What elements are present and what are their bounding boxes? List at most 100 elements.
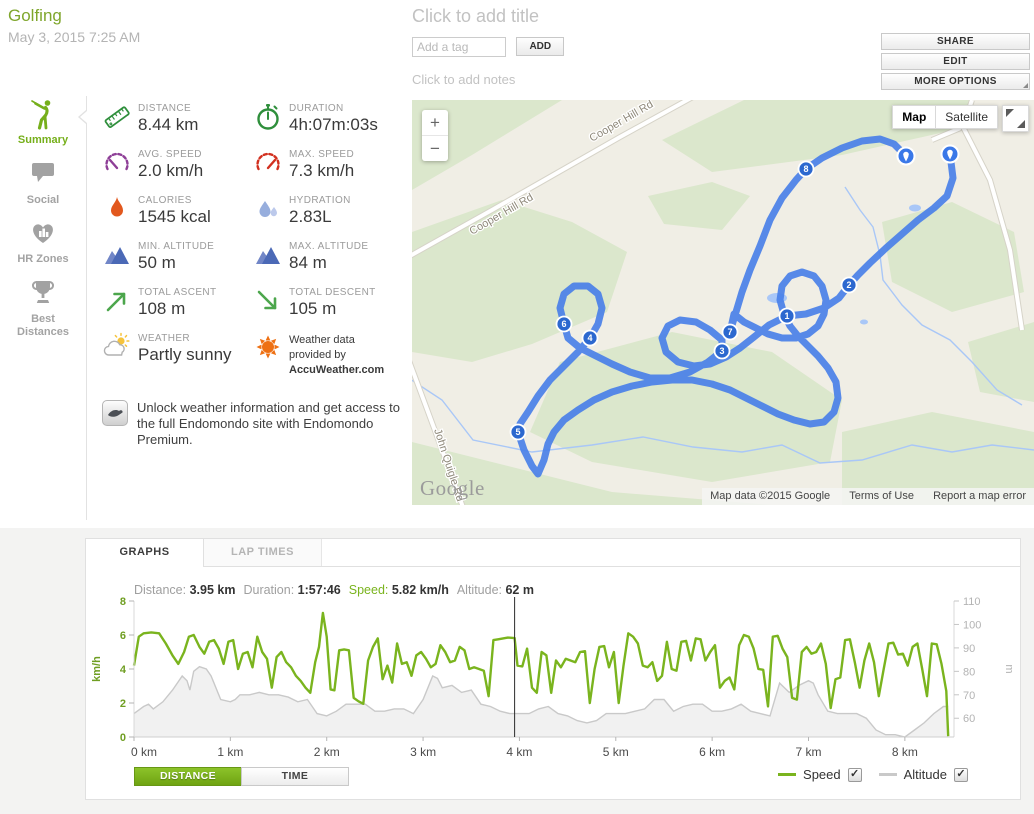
trophy-icon [0,277,86,313]
stat-max-altitude: MAX. ALTITUDE 84 m [253,240,414,286]
route-km-marker-1[interactable] [778,307,796,325]
workout-title: Golfing [8,6,62,25]
add-notes-placeholder[interactable]: Click to add notes [412,72,516,87]
stat-value: 4h:07m:03s [289,115,378,134]
map-green-area [412,100,562,190]
zoom-out-button[interactable]: − [422,136,448,161]
gauge-purple-icon [102,148,132,178]
readout-value-altitude: 62 m [505,583,534,597]
sidebar-notch [80,111,87,123]
map-type-control: Map Satellite [892,105,998,129]
left-axis-title: km/h [91,656,103,682]
route-km-marker-label: 1 [784,311,789,321]
route-km-marker-8[interactable] [797,160,815,178]
x-axis-tick-label: 1 km [217,745,243,759]
map-type-map-button[interactable]: Map [892,105,936,129]
graphs-panel: GRAPHS LAP TIMES Distance: 3.95 km Duratio… [85,538,1021,800]
sidebar: Summary Social HR Zones Best Distances [0,98,86,349]
map-green-area [882,202,1024,312]
premium-note: Unlock weather information and get acces… [102,400,404,448]
altitude-visibility-checkbox[interactable]: ✓ [954,767,968,782]
route-km-marker-5[interactable] [509,423,527,441]
mountains-icon [253,240,283,270]
map-road [412,363,465,505]
tab-graphs[interactable]: GRAPHS [86,539,204,567]
tab-lap-times[interactable]: LAP TIMES [204,539,322,566]
stat-label: AVG. SPEED [138,149,202,160]
terms-of-use-link[interactable]: Terms of Use [849,490,914,502]
route-km-marker-7[interactable] [721,323,739,341]
mountains-icon [102,240,132,270]
map-zoom-control: + − [422,110,448,161]
stat-label: DURATION [289,103,344,114]
stat-label: MIN. ALTITUDE [138,241,215,252]
zoom-in-button[interactable]: + [422,110,448,136]
chart-readout: Distance: 3.95 km Duration: 1:57:46 Speed:… [134,583,1020,597]
stat-value: 8.44 km [138,115,199,134]
stat-avg-speed: AVG. SPEED 2.0 km/h [102,148,253,194]
x-axis-tick-label: 0 km [131,745,157,759]
edit-button[interactable]: EDIT [881,53,1030,70]
right-axis-title: m [1003,664,1015,673]
sidebar-item-hr-zones[interactable]: HR Zones [0,217,86,266]
stat-min-altitude: MIN. ALTITUDE 50 m [102,240,253,286]
flame-icon [102,194,132,224]
route-km-marker-6[interactable] [555,315,573,333]
stat-duration: DURATION 4h:07m:03s [253,102,414,148]
water-drops-icon [253,194,283,224]
more-options-button[interactable]: MORE OPTIONS [881,73,1030,90]
map-road [961,126,1024,331]
x-axis-tick-label: 8 km [892,745,918,759]
map-attribution: Map data ©2015 Google Terms of Use Repor… [702,488,1034,505]
workout-route [514,135,957,478]
stat-label: DISTANCE [138,103,192,114]
time-mode-button[interactable]: TIME [241,767,349,786]
share-button[interactable]: SHARE [881,33,1030,50]
fullscreen-icon [1006,109,1025,128]
map-green-area [412,200,627,362]
tag-row: ADD [412,37,565,57]
readout-value-duration: 1:57:46 [297,583,341,597]
stat-weather: WEATHER Partly sunny [102,332,253,378]
legend-label-speed: Speed [803,767,841,782]
route-km-marker-label: 2 [846,280,851,290]
speed-altitude-chart[interactable]: 0 2 4 6 8 60 70 80 90 100 110 0 km 1 km 2 km 3 km 4 km 5… [88,593,1018,759]
map-creek [844,186,1023,406]
legend-label-altitude: Altitude [903,767,947,782]
speech-bubble-icon [0,158,86,194]
map-green-area [842,412,1034,505]
altitude-legend-swatch [878,773,897,776]
graphs-tab-bar: GRAPHS LAP TIMES [86,539,1020,567]
add-title-placeholder[interactable]: Click to add title [412,6,540,26]
route-km-marker-label: 3 [719,346,724,356]
pin-glyph-tip [947,154,953,160]
endomondo-premium-icon [102,400,128,426]
sidebar-divider [86,96,87,520]
right-axis-tick-label: 60 [963,713,975,725]
add-tag-button[interactable]: ADD [516,37,565,56]
speed-visibility-checkbox[interactable]: ✓ [847,767,862,782]
route-km-marker-2[interactable] [840,276,858,294]
descent-arrow-icon [253,286,283,316]
report-map-error-link[interactable]: Report a map error [933,490,1026,502]
right-axis-tick-label: 80 [963,666,975,678]
sidebar-item-summary[interactable]: Summary [0,98,86,147]
sidebar-item-social[interactable]: Social [0,158,86,207]
tag-input[interactable] [412,37,506,57]
map-type-satellite-button[interactable]: Satellite [935,105,998,129]
route-km-marker-label: 4 [587,333,592,343]
distance-mode-button[interactable]: DISTANCE [134,767,242,786]
sidebar-item-label: Social [26,193,60,206]
speed-legend-swatch [778,773,797,776]
x-axis-tick-label: 3 km [410,745,436,759]
route-map[interactable]: Cooper Hill Rd Cooper Hill Rd John Quigle … [412,100,1034,505]
stat-value: Partly sunny [138,345,232,364]
sidebar-item-best-distances[interactable]: Best Distances [0,277,86,338]
route-km-marker-3[interactable] [713,342,731,360]
gauge-red-icon [253,148,283,178]
route-km-marker-4[interactable] [581,329,599,347]
workout-date: May 3, 2015 7:25 AM [8,29,141,45]
weather-credit: Weather data provided by AccuWeather.com [253,332,414,378]
fullscreen-toggle-button[interactable] [1002,105,1029,132]
